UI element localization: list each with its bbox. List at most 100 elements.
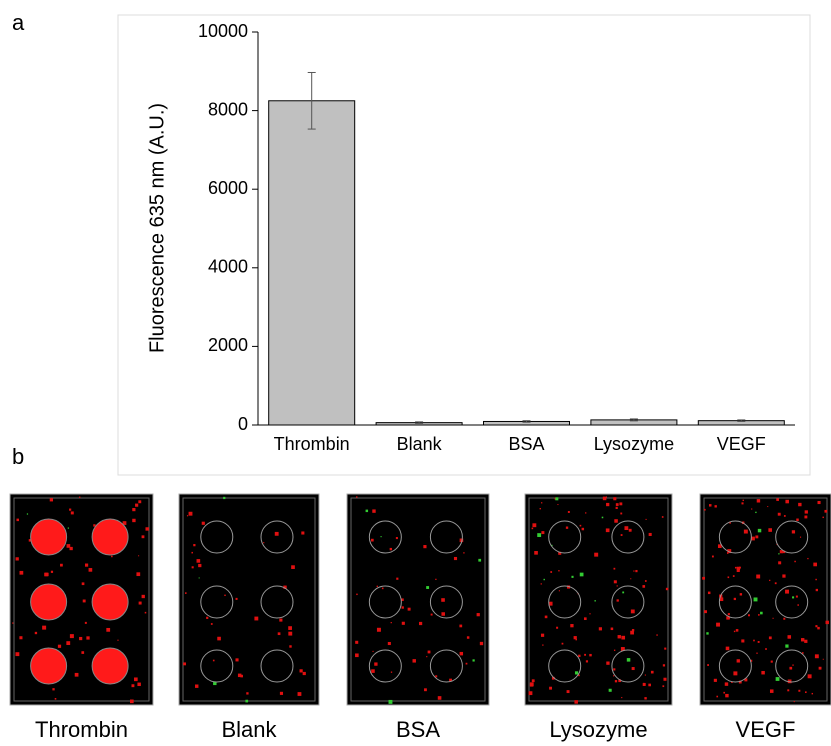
noise-dot bbox=[537, 533, 541, 537]
noise-dot bbox=[532, 528, 534, 530]
noise-dot bbox=[594, 600, 595, 601]
noise-dot bbox=[664, 648, 666, 650]
noise-dot bbox=[584, 654, 586, 656]
noise-dot bbox=[812, 693, 813, 694]
noise-dot bbox=[568, 511, 570, 513]
image-label: VEGF bbox=[736, 717, 796, 742]
noise-dot bbox=[356, 496, 357, 497]
noise-dot bbox=[68, 527, 69, 528]
noise-dot bbox=[224, 595, 225, 596]
noise-dot bbox=[139, 602, 142, 605]
noise-dot bbox=[480, 642, 483, 645]
noise-dot bbox=[291, 565, 295, 569]
noise-dot bbox=[213, 660, 215, 662]
noise-dot bbox=[134, 677, 138, 681]
noise-dot bbox=[423, 545, 426, 548]
x-tick-label: VEGF bbox=[717, 434, 766, 454]
noise-dot bbox=[541, 634, 544, 637]
noise-dot bbox=[813, 563, 817, 567]
noise-dot bbox=[725, 682, 728, 685]
well bbox=[92, 584, 128, 620]
x-tick-label: Thrombin bbox=[274, 434, 350, 454]
noise-dot bbox=[377, 586, 378, 587]
noise-dot bbox=[211, 623, 213, 625]
y-tick-label: 2000 bbox=[208, 335, 248, 355]
noise-dot bbox=[195, 684, 198, 687]
noise-dot bbox=[580, 573, 584, 577]
noise-dot bbox=[785, 590, 789, 594]
noise-dot bbox=[644, 697, 646, 699]
noise-dot bbox=[549, 687, 552, 690]
noise-dot bbox=[388, 642, 391, 645]
noise-dot bbox=[715, 505, 717, 507]
noise-dot bbox=[789, 667, 792, 670]
noise-dot bbox=[372, 651, 373, 652]
noise-dot bbox=[760, 612, 763, 615]
noise-dot bbox=[426, 586, 429, 589]
noise-dot bbox=[770, 689, 774, 693]
noise-dot bbox=[85, 564, 88, 567]
noise-dot bbox=[778, 513, 781, 516]
image-background bbox=[179, 494, 319, 705]
noise-dot bbox=[275, 532, 279, 536]
y-tick-label: 4000 bbox=[208, 257, 248, 277]
noise-dot bbox=[702, 577, 705, 580]
panel-label: a bbox=[12, 10, 25, 35]
noise-dot bbox=[532, 523, 536, 527]
noise-dot bbox=[382, 588, 384, 590]
noise-dot bbox=[138, 555, 139, 556]
noise-dot bbox=[616, 507, 618, 509]
noise-dot bbox=[89, 568, 93, 572]
noise-dot bbox=[542, 644, 543, 645]
noise-dot bbox=[435, 579, 436, 580]
noise-dot bbox=[666, 588, 668, 590]
noise-dot bbox=[254, 617, 258, 621]
noise-dot bbox=[575, 671, 578, 674]
noise-dot bbox=[627, 658, 631, 662]
image-panel bbox=[179, 494, 319, 705]
noise-dot bbox=[20, 571, 24, 575]
image-label: BSA bbox=[396, 717, 440, 742]
noise-dot bbox=[111, 556, 113, 558]
noise-dot bbox=[580, 525, 582, 527]
image-label: Lysozyme bbox=[549, 717, 647, 742]
noise-dot bbox=[130, 700, 134, 704]
noise-dot bbox=[540, 508, 541, 509]
noise-dot bbox=[51, 571, 53, 573]
noise-dot bbox=[217, 637, 221, 641]
noise-dot bbox=[805, 510, 808, 513]
y-axis-title: Fluorescence 635 nm (A.U.) bbox=[146, 103, 168, 353]
noise-dot bbox=[773, 618, 774, 619]
noise-dot bbox=[532, 679, 535, 682]
well bbox=[92, 519, 128, 555]
noise-dot bbox=[787, 689, 789, 691]
noise-dot bbox=[735, 567, 737, 569]
noise-dot bbox=[716, 623, 720, 627]
noise-dot bbox=[739, 567, 741, 569]
noise-dot bbox=[804, 516, 807, 519]
noise-dot bbox=[562, 643, 564, 645]
noise-dot bbox=[145, 527, 148, 530]
noise-dot bbox=[726, 647, 730, 651]
noise-dot bbox=[566, 527, 568, 529]
noise-dot bbox=[460, 652, 463, 655]
noise-dot bbox=[67, 544, 71, 548]
noise-dot bbox=[733, 671, 737, 675]
noise-dot bbox=[435, 675, 437, 677]
noise-dot bbox=[355, 653, 359, 657]
noise-dot bbox=[371, 669, 375, 673]
noise-dot bbox=[734, 598, 736, 600]
noise-dot bbox=[85, 622, 87, 624]
noise-dot bbox=[615, 680, 617, 682]
noise-dot bbox=[424, 688, 427, 691]
noise-dot bbox=[663, 664, 665, 666]
noise-dot bbox=[86, 636, 89, 639]
noise-dot bbox=[651, 671, 654, 674]
noise-dot bbox=[800, 537, 801, 538]
noise-dot bbox=[477, 613, 480, 616]
image-label: Blank bbox=[221, 717, 277, 742]
noise-dot bbox=[301, 531, 304, 534]
noise-dot bbox=[758, 641, 760, 643]
noise-dot bbox=[632, 667, 635, 670]
noise-dot bbox=[66, 641, 70, 645]
